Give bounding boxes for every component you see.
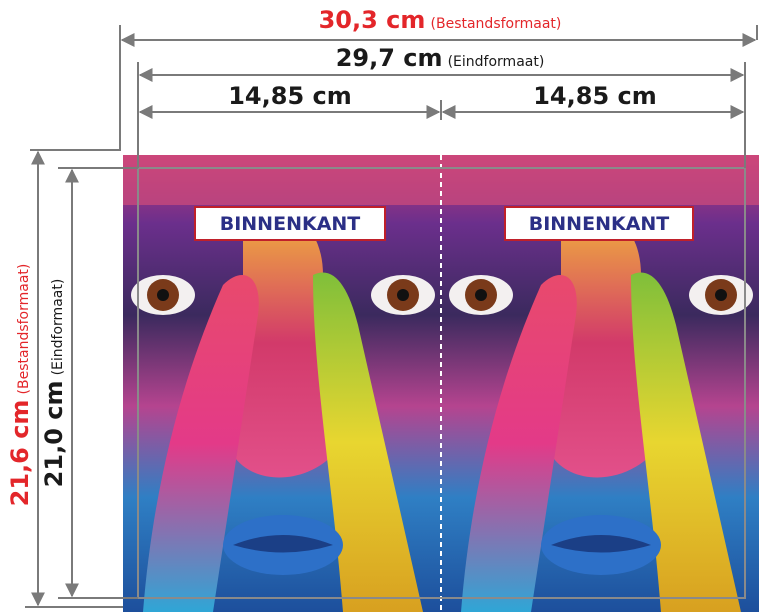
final-height-note: (Eindformaat) — [50, 279, 66, 376]
stock-width-note: (Bestandsformaat) — [431, 16, 562, 32]
final-height-value: 21,0 cm — [40, 381, 68, 488]
final-width: 29,7 cm (Eindformaat) — [336, 44, 545, 72]
stock-height-value: 21,6 cm — [6, 400, 34, 507]
stock-width: 30,3 cm (Bestandsformaat) — [319, 6, 562, 34]
final-width-note: (Eindformaat) — [448, 54, 545, 70]
panel-label: BINNENKANT — [529, 213, 670, 235]
half-width: 14,85 cm — [533, 82, 657, 110]
diagram: 30,3 cm (Bestandsformaat) 29,7 cm (Eindf… — [0, 0, 759, 612]
stock-width-value: 30,3 cm — [319, 6, 426, 34]
panel-label: BINNENKANT — [220, 213, 361, 235]
final-width-value: 29,7 cm — [336, 44, 443, 72]
stock-height: 21,6 cm (Bestandsformaat) — [6, 264, 34, 507]
final-height: 21,0 cm (Eindformaat) — [40, 279, 68, 488]
stock-height-note: (Bestandsformaat) — [16, 264, 32, 395]
half-width: 14,85 cm — [228, 82, 352, 110]
